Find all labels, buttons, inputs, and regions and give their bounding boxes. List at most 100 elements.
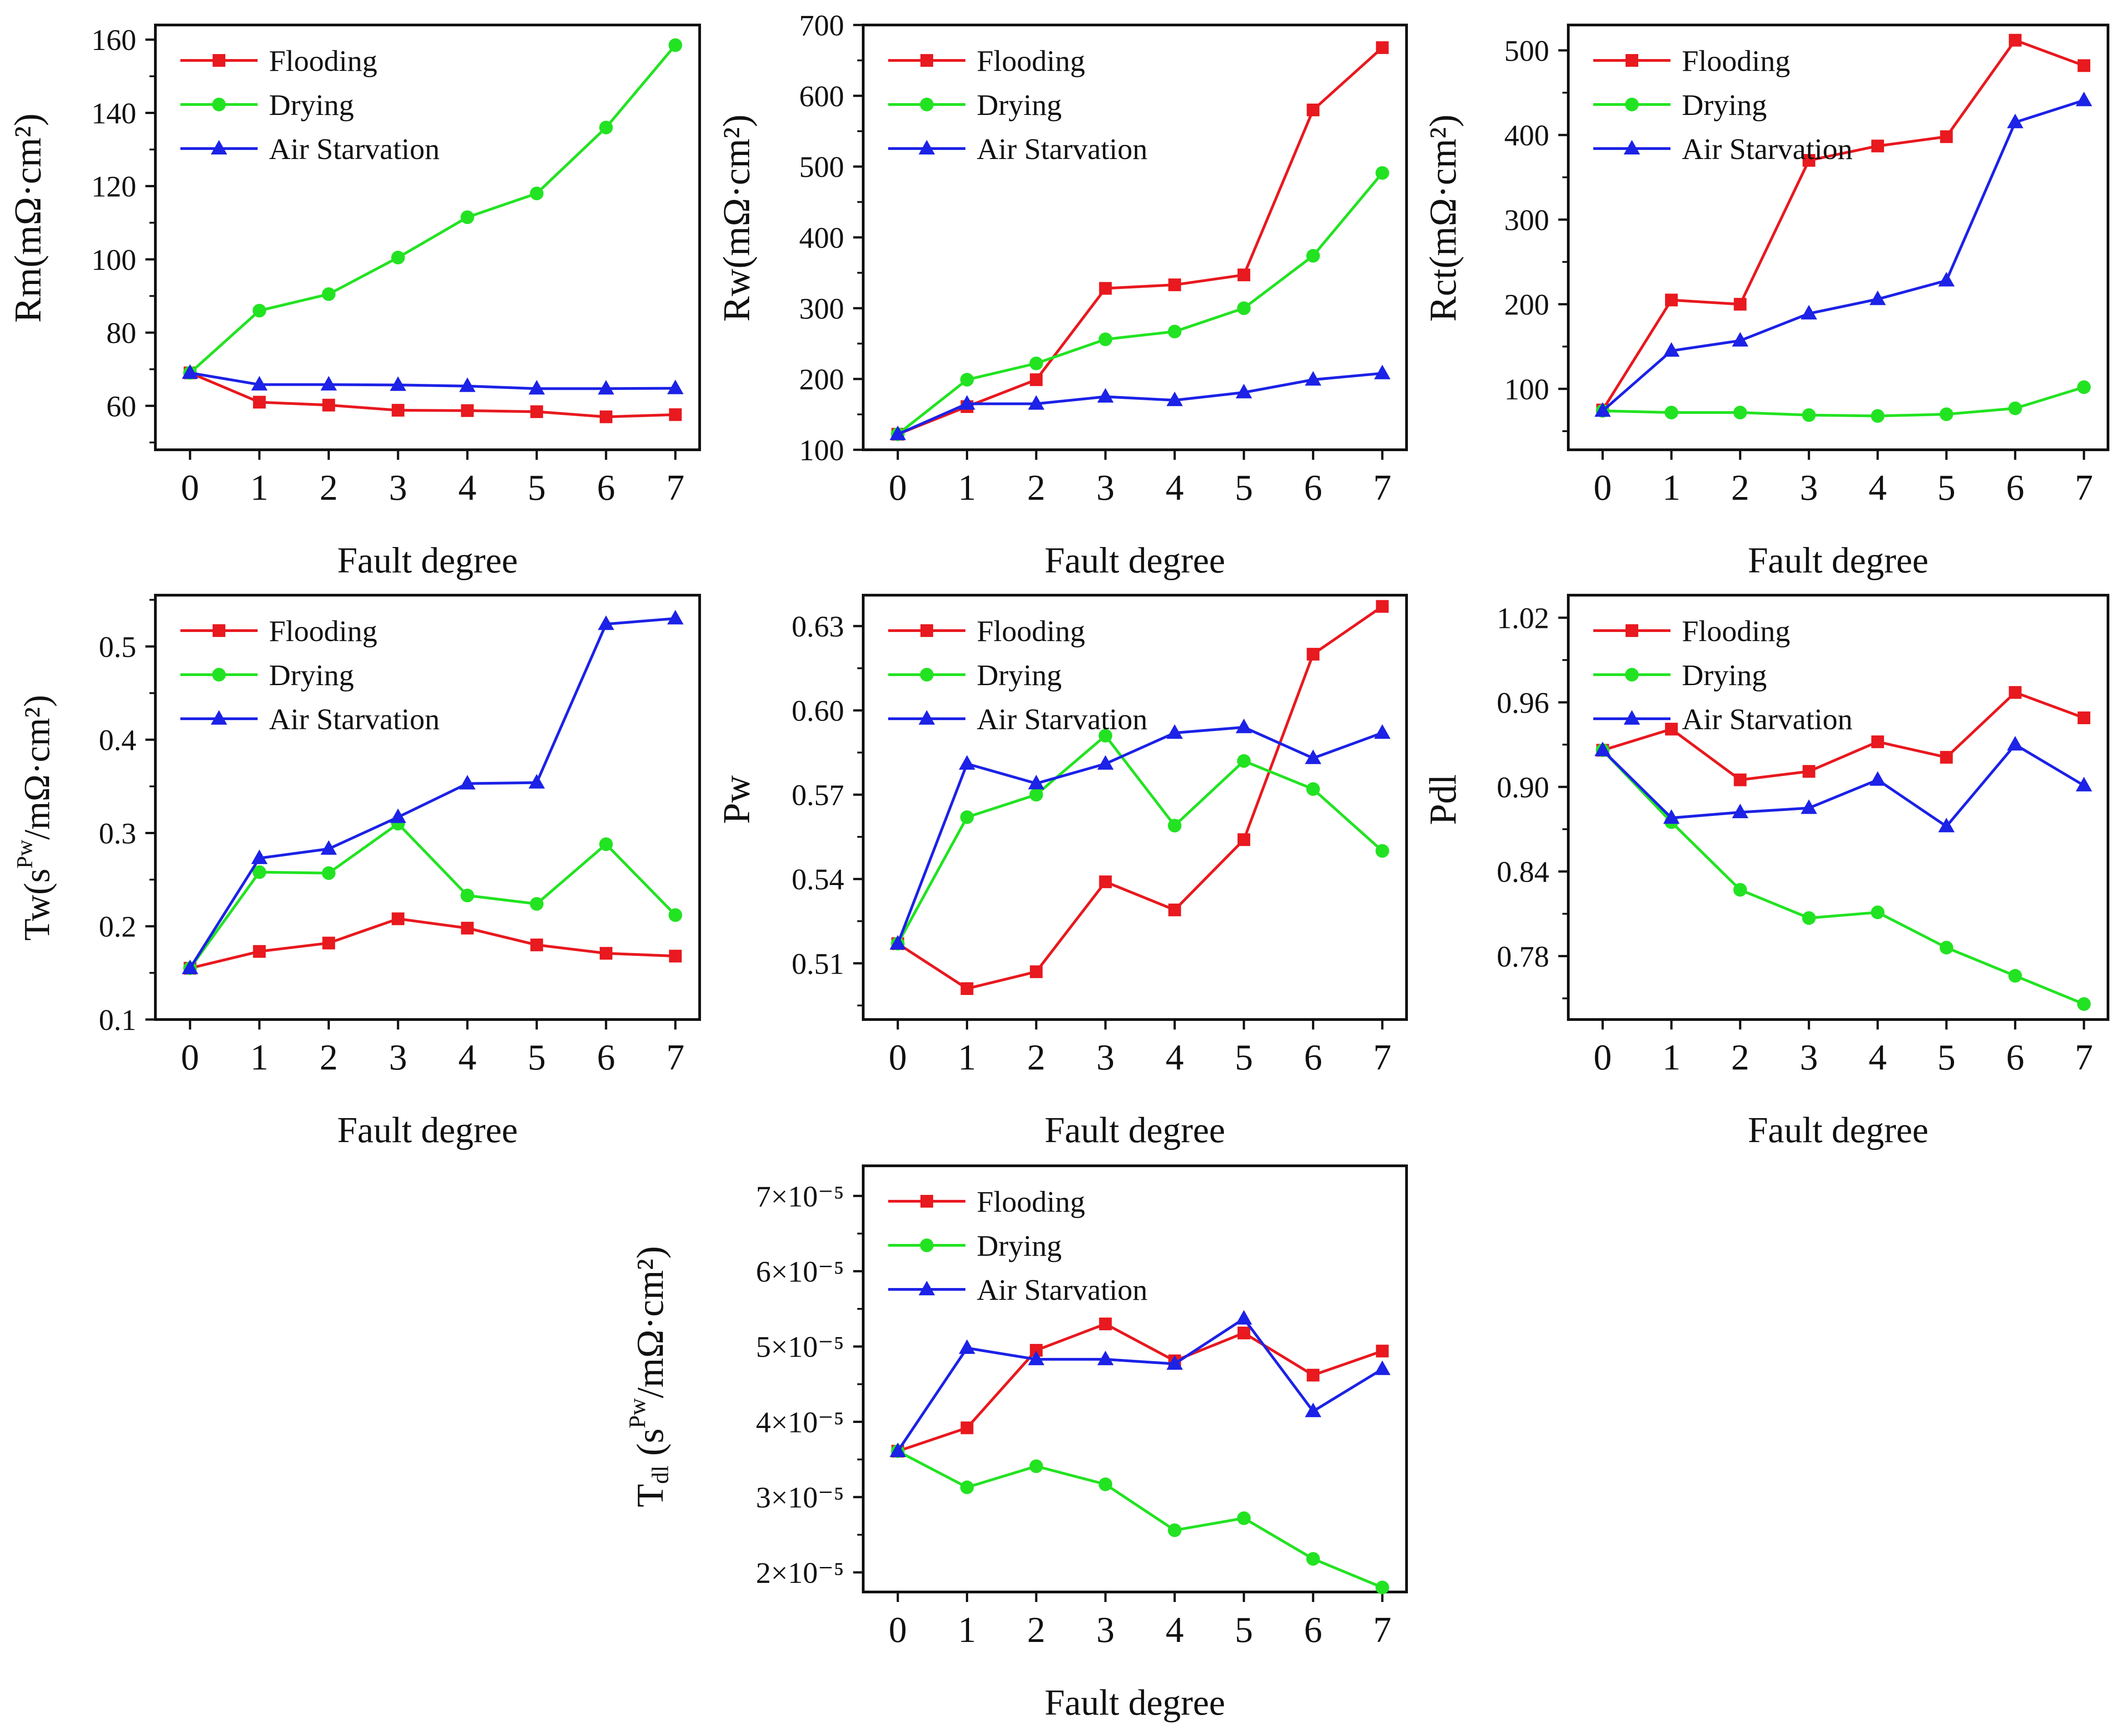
legend-marker [920, 98, 934, 111]
data-point [392, 403, 405, 417]
x-tick-label: 3 [1800, 468, 1818, 508]
y-tick-label: 1.02 [1497, 602, 1550, 635]
legend-label: Flooding [977, 615, 1085, 648]
data-point [1099, 729, 1113, 743]
data-point [1938, 817, 1955, 832]
series-line [1602, 386, 2084, 418]
x-tick-label: 0 [889, 468, 907, 508]
data-point [460, 888, 474, 902]
series-line [1601, 39, 2085, 411]
x-tick-label: 4 [1869, 468, 1887, 508]
x-tick-label: 4 [1166, 468, 1184, 508]
data-point [459, 377, 476, 392]
legend-item: Drying [1593, 659, 1767, 692]
data-point [890, 1443, 906, 1457]
x-tick-label: 7 [2075, 468, 2093, 508]
data-point [1732, 332, 1749, 347]
data-point [1306, 1552, 1320, 1566]
data-point [320, 840, 337, 855]
y-axis-title: Rct(mΩ·cm²) [1422, 114, 1464, 322]
legend-label: Drying [977, 89, 1062, 122]
plot-frame [154, 24, 701, 451]
x-tick-label: 4 [458, 468, 477, 508]
legend-item: Drying [180, 659, 354, 692]
data-point [959, 755, 975, 770]
legend-label: Drying [977, 1229, 1062, 1263]
data-point [1237, 301, 1251, 315]
legend-label: Drying [977, 659, 1062, 692]
data-point [1375, 844, 1389, 858]
data-point [1099, 332, 1113, 346]
chart-panel-rw: 0 1 2 3 4 5 6 7 100 200 300 400 500 600 700 Fault degre… [716, 9, 1408, 581]
data-point [1375, 166, 1389, 180]
data-point [461, 404, 474, 417]
data-point [2076, 91, 2093, 106]
legend-item: Flooding [888, 45, 1085, 78]
x-tick-label: 7 [666, 1038, 685, 1078]
series-line [189, 371, 676, 418]
data-point [667, 379, 684, 394]
legend-marker [919, 140, 935, 154]
data-point [1376, 600, 1389, 613]
data-point [959, 1339, 975, 1354]
y-tick-label: 60 [106, 390, 136, 423]
series-line [1601, 743, 2085, 828]
x-tick-label: 1 [1662, 1038, 1680, 1078]
series-line [189, 371, 676, 390]
y-tick-label: 160 [91, 24, 136, 57]
legend-marker [1626, 624, 1638, 637]
series-air-starvation [1594, 736, 2093, 832]
x-tick-label: 7 [1373, 468, 1392, 508]
data-point [1375, 1581, 1389, 1595]
legend: Flooding Drying Air Starvation [888, 45, 1148, 166]
data-point [1869, 771, 1886, 786]
series-flooding [1596, 686, 2091, 786]
x-tick-label: 1 [250, 1038, 268, 1078]
data-point [322, 936, 335, 950]
data-point [1168, 278, 1181, 291]
x-tick-label: 0 [889, 1038, 907, 1078]
data-point [1376, 41, 1389, 54]
data-point [1871, 905, 1885, 920]
series-drying [891, 1444, 1389, 1595]
y-tick-label: 2×10⁻⁵ [756, 1557, 844, 1590]
data-point [890, 935, 906, 950]
data-point [960, 810, 974, 824]
x-tick-label: 3 [1800, 1038, 1818, 1078]
data-point [253, 945, 266, 958]
data-point [1029, 788, 1043, 802]
legend-marker [1624, 140, 1640, 154]
x-tick-label: 6 [1304, 1038, 1322, 1078]
data-point [1800, 799, 1817, 814]
data-point [1733, 883, 1747, 897]
legend-label: Flooding [977, 45, 1085, 78]
x-tick-label: 7 [2075, 1038, 2093, 1078]
data-point [2077, 380, 2091, 394]
x-tick-label: 1 [958, 1610, 976, 1650]
data-point [1099, 1477, 1113, 1492]
x-axis-title: Fault degree [337, 541, 518, 581]
data-point [669, 950, 682, 963]
data-point [1097, 388, 1114, 403]
legend-marker [212, 668, 226, 681]
y-axis-title: Rm(mΩ·cm²) [7, 114, 49, 323]
legend: Flooding Drying Air Starvation [888, 615, 1148, 736]
y-tick-label: 0.78 [1497, 940, 1550, 973]
data-point [251, 849, 268, 864]
y-tick-label: 100 [1504, 373, 1549, 406]
series-line [896, 1317, 1383, 1452]
data-point [1235, 1310, 1252, 1325]
legend-item: Air Starvation [180, 133, 440, 166]
series-flooding [891, 600, 1389, 995]
data-point [1939, 407, 1954, 421]
series-line [1602, 691, 2085, 781]
legend-label: Air Starvation [977, 1273, 1148, 1307]
x-tick-label: 7 [1373, 1610, 1392, 1650]
legend-marker [920, 1195, 933, 1208]
data-point [390, 376, 407, 391]
data-point [1237, 754, 1251, 768]
data-point [1305, 371, 1322, 386]
data-point [1029, 356, 1043, 370]
data-point [1802, 408, 1816, 422]
legend-item: Drying [888, 659, 1062, 692]
